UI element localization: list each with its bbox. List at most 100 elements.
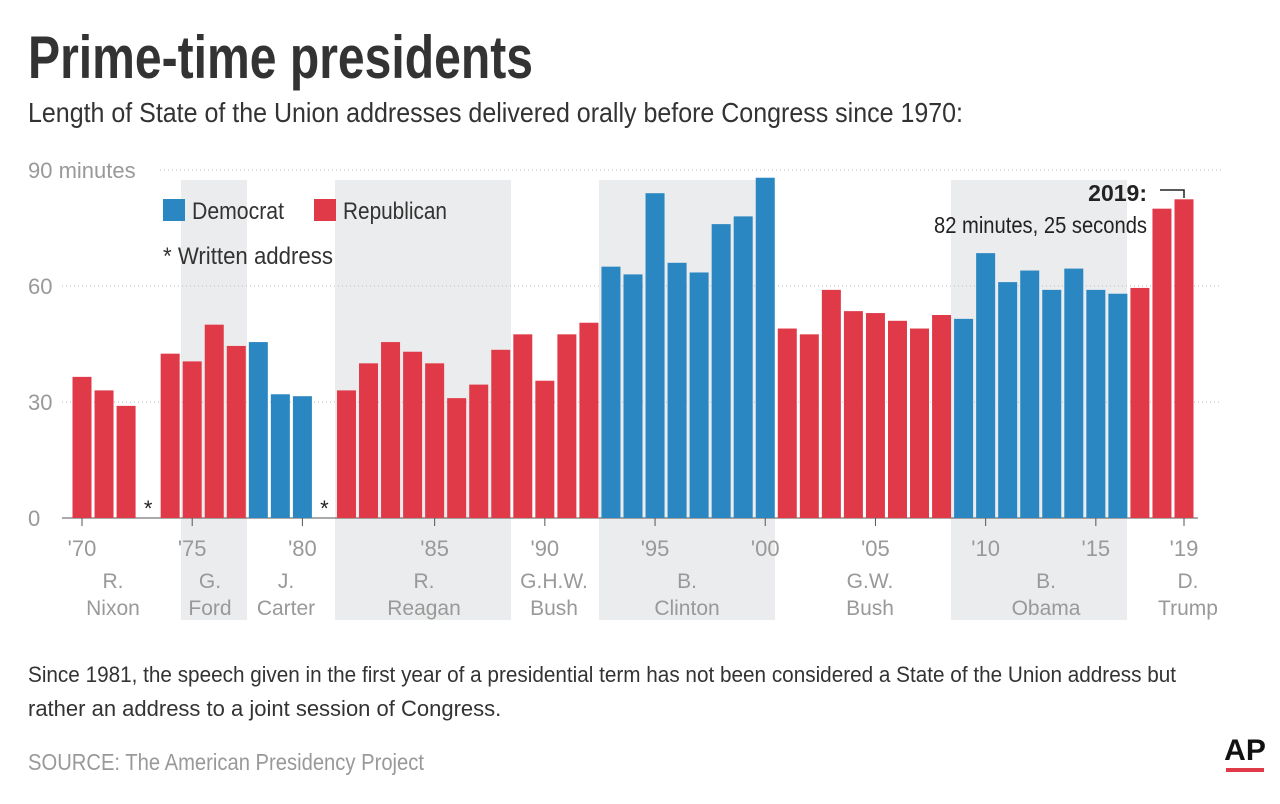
chart-subtitle: Length of State of the Union addresses d…	[28, 97, 963, 128]
bar	[579, 322, 599, 518]
y-tick-label: 30	[28, 390, 52, 415]
source: SOURCE: The American Presidency Project	[28, 749, 425, 775]
annotation-title: 2019:	[1088, 180, 1147, 206]
bar	[799, 334, 819, 518]
y-tick-label: 90 minutes	[28, 158, 136, 183]
bar	[954, 318, 974, 518]
x-tick-label: '75	[178, 536, 207, 561]
bar	[601, 266, 621, 518]
president-label: Bush	[846, 597, 894, 620]
bar	[447, 398, 467, 518]
bar	[932, 315, 952, 518]
bar	[1064, 268, 1084, 518]
president-label: Clinton	[654, 597, 719, 620]
president-label: Carter	[257, 597, 315, 620]
bar	[535, 380, 555, 518]
bar	[1042, 289, 1062, 518]
bar	[557, 334, 577, 518]
bar	[689, 272, 709, 518]
bar	[226, 345, 246, 518]
x-tick-label: '90	[531, 536, 560, 561]
president-label: G.	[199, 570, 221, 593]
bar	[381, 342, 401, 518]
bar	[469, 384, 489, 518]
legend-label: Republican	[343, 198, 447, 225]
x-tick-label: '10	[971, 536, 1000, 561]
x-tick-label: '19	[1170, 536, 1199, 561]
x-tick-label: '95	[641, 536, 670, 561]
chart-title: Prime-time presidents	[28, 24, 533, 91]
bar	[359, 363, 379, 518]
president-label: Nixon	[86, 597, 140, 620]
bar	[491, 349, 511, 518]
bar	[667, 262, 687, 518]
bar	[623, 274, 643, 518]
logo-bar	[1226, 768, 1264, 772]
value-label: *	[144, 496, 153, 521]
x-tick-label: '00	[751, 536, 780, 561]
bar	[248, 342, 268, 518]
president-label: Ford	[188, 597, 231, 620]
x-tick-label: '85	[420, 536, 449, 561]
note: Since 1981, the speech given in the firs…	[28, 662, 1176, 687]
legend-note: * Written address	[163, 243, 333, 270]
bar	[403, 351, 423, 518]
bar	[1108, 293, 1128, 518]
annotation-text: 82 minutes, 25 seconds	[934, 212, 1147, 238]
bar	[336, 390, 356, 518]
legend-swatch	[314, 199, 336, 221]
y-tick-label: 60	[28, 274, 52, 299]
president-label: R.	[414, 570, 435, 593]
bar	[976, 253, 996, 518]
bar	[72, 376, 92, 518]
legend-label: Democrat	[192, 198, 284, 225]
president-label: Trump	[1158, 597, 1218, 620]
bar	[116, 405, 136, 518]
bar	[1086, 289, 1106, 518]
bar	[777, 328, 797, 518]
president-label: J.	[278, 570, 294, 593]
president-label: R.	[103, 570, 124, 593]
bar	[425, 363, 445, 518]
logo: AP	[1224, 734, 1266, 767]
bar	[160, 353, 180, 518]
bar	[865, 313, 885, 518]
x-tick-label: '05	[861, 536, 890, 561]
bar	[1174, 199, 1194, 518]
annotation-bracket	[1160, 189, 1185, 198]
value-label: *	[320, 496, 329, 521]
president-label: Obama	[1012, 597, 1081, 620]
bar	[270, 394, 290, 518]
bar	[513, 334, 533, 518]
x-tick-label: '80	[288, 536, 317, 561]
bar	[887, 320, 907, 518]
bar	[755, 177, 775, 518]
bar	[910, 328, 930, 518]
bar	[94, 390, 114, 518]
president-label: B.	[1036, 570, 1056, 593]
president-label: G.W.	[847, 570, 894, 593]
bar	[204, 324, 224, 518]
president-label: D.	[1178, 570, 1199, 593]
president-label: Reagan	[387, 597, 461, 620]
note: rather an address to a joint session of …	[28, 696, 501, 721]
president-label: G.H.W.	[520, 570, 588, 593]
bar	[292, 396, 312, 518]
president-label: B.	[677, 570, 697, 593]
bar	[1020, 270, 1040, 518]
bar	[843, 311, 863, 518]
y-tick-label: 0	[28, 506, 40, 531]
president-label: Bush	[530, 597, 578, 620]
bar	[711, 224, 731, 518]
bar	[733, 216, 753, 518]
x-tick-label: '15	[1082, 536, 1111, 561]
legend-swatch	[163, 199, 185, 221]
x-tick-label: '70	[68, 536, 97, 561]
bar	[1130, 287, 1150, 518]
bar	[645, 193, 665, 518]
bar	[1152, 208, 1172, 518]
bar	[821, 289, 841, 518]
bar	[182, 361, 202, 518]
bar	[998, 282, 1018, 518]
